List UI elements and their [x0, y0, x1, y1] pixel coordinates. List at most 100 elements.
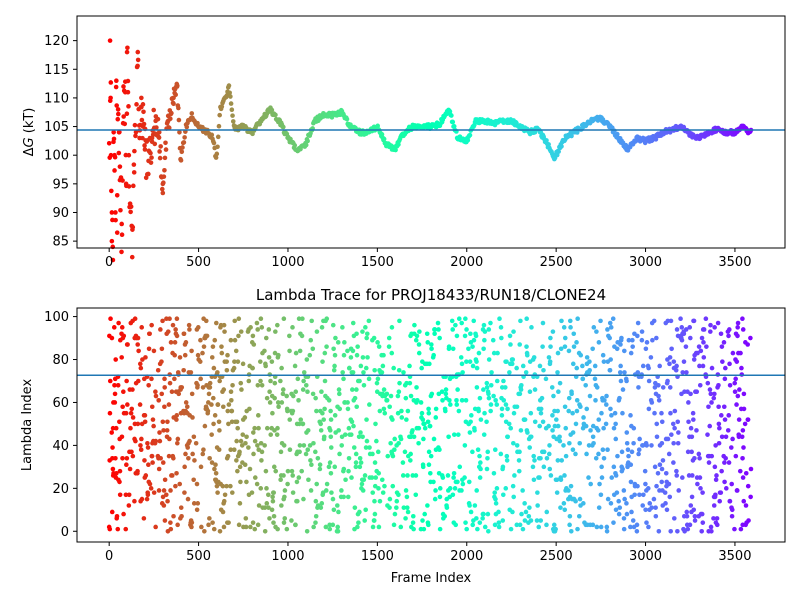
lambda-point: [250, 365, 255, 371]
lambda-point: [440, 475, 446, 480]
lambda-point: [691, 357, 697, 362]
lambda-point: [486, 528, 491, 534]
lambda-point: [114, 513, 120, 519]
lambda-point: [485, 455, 490, 461]
lambda-point: [604, 524, 610, 530]
lambda-point: [281, 520, 287, 525]
lambda-point: [249, 490, 255, 495]
lambda-point: [557, 434, 562, 440]
lambda-point: [546, 355, 552, 360]
lambda-point: [741, 445, 746, 450]
lambda-point: [709, 453, 715, 459]
lambda-point: [299, 468, 305, 474]
lambda-point: [112, 400, 118, 405]
lambda-point: [369, 475, 375, 480]
delta-g-point: [449, 113, 454, 118]
y-tick-label: 110: [44, 91, 69, 106]
lambda-point: [580, 363, 585, 369]
lambda-point: [613, 473, 619, 478]
lambda-point: [376, 524, 382, 530]
lambda-point: [734, 359, 740, 364]
lambda-chart-title: Lambda Trace for PROJ18433/RUN18/CLONE24: [256, 286, 606, 304]
lambda-point: [323, 488, 329, 493]
lambda-point: [470, 363, 476, 369]
lambda-point: [694, 389, 700, 395]
lambda-point: [704, 344, 709, 349]
lambda-point: [671, 359, 677, 364]
lambda-point: [738, 526, 744, 532]
lambda-point: [714, 473, 719, 478]
lambda-point: [450, 492, 456, 498]
lambda-point: [510, 509, 515, 515]
lambda-point: [622, 370, 627, 375]
lambda-point: [518, 428, 524, 433]
lambda-point: [195, 325, 201, 330]
lambda-point: [541, 449, 547, 455]
lambda-point: [197, 359, 203, 364]
lambda-point: [167, 436, 172, 442]
lambda-point: [422, 511, 428, 517]
lambda-point: [528, 410, 534, 416]
lambda-point: [370, 451, 375, 457]
lambda-point: [741, 498, 747, 504]
lambda-point: [431, 436, 437, 442]
lambda-point: [594, 329, 599, 334]
lambda-point: [596, 340, 602, 345]
lambda-point: [130, 415, 136, 420]
lambda-point: [554, 490, 560, 495]
delta-g-point: [107, 98, 113, 103]
lambda-point: [395, 410, 401, 416]
delta-g-point: [169, 110, 174, 116]
lambda-point: [617, 395, 622, 401]
lambda-point: [576, 513, 582, 519]
lambda-point: [258, 486, 264, 491]
lambda-point: [437, 526, 443, 532]
lambda-point: [590, 346, 595, 352]
lambda-point: [254, 481, 260, 487]
lambda-point: [531, 355, 537, 360]
lambda-point: [634, 528, 640, 534]
lambda-point: [574, 340, 579, 345]
lambda-point: [353, 451, 359, 457]
lambda-point: [622, 348, 627, 354]
lambda-point: [426, 449, 432, 455]
lambda-point: [538, 455, 543, 461]
lambda-point: [168, 526, 174, 532]
lambda-point: [735, 393, 741, 399]
lambda-point: [388, 393, 394, 399]
lambda-point: [375, 376, 381, 382]
lambda-point: [539, 395, 545, 401]
lambda-point: [327, 460, 333, 465]
lambda-point: [207, 516, 212, 521]
lambda-point: [476, 350, 482, 356]
delta-g-point: [108, 80, 114, 85]
lambda-point: [679, 337, 685, 343]
lambda-point: [684, 513, 690, 519]
lambda-point: [452, 486, 458, 491]
lambda-point: [666, 481, 672, 487]
lambda-point: [367, 445, 372, 450]
lambda-point: [550, 428, 555, 433]
lambda-point: [145, 492, 151, 498]
lambda-point: [499, 413, 505, 418]
lambda-point: [522, 417, 528, 422]
lambda-point: [599, 475, 605, 480]
lambda-point: [372, 511, 378, 517]
lambda-point: [348, 355, 354, 360]
x-tick-label: 2500: [540, 255, 573, 270]
lambda-point: [285, 468, 291, 474]
lambda-point: [225, 352, 230, 358]
lambda-point: [727, 498, 733, 504]
lambda-point: [111, 325, 117, 330]
lambda-point: [723, 486, 729, 491]
lambda-point: [524, 352, 530, 358]
lambda-point: [391, 522, 397, 528]
lambda-point: [364, 335, 369, 341]
delta-g-point: [109, 238, 115, 244]
lambda-point: [362, 473, 368, 478]
lambda-point: [620, 410, 625, 416]
lambda-point: [507, 370, 512, 375]
lambda-point: [266, 505, 271, 510]
lambda-point: [571, 331, 577, 337]
